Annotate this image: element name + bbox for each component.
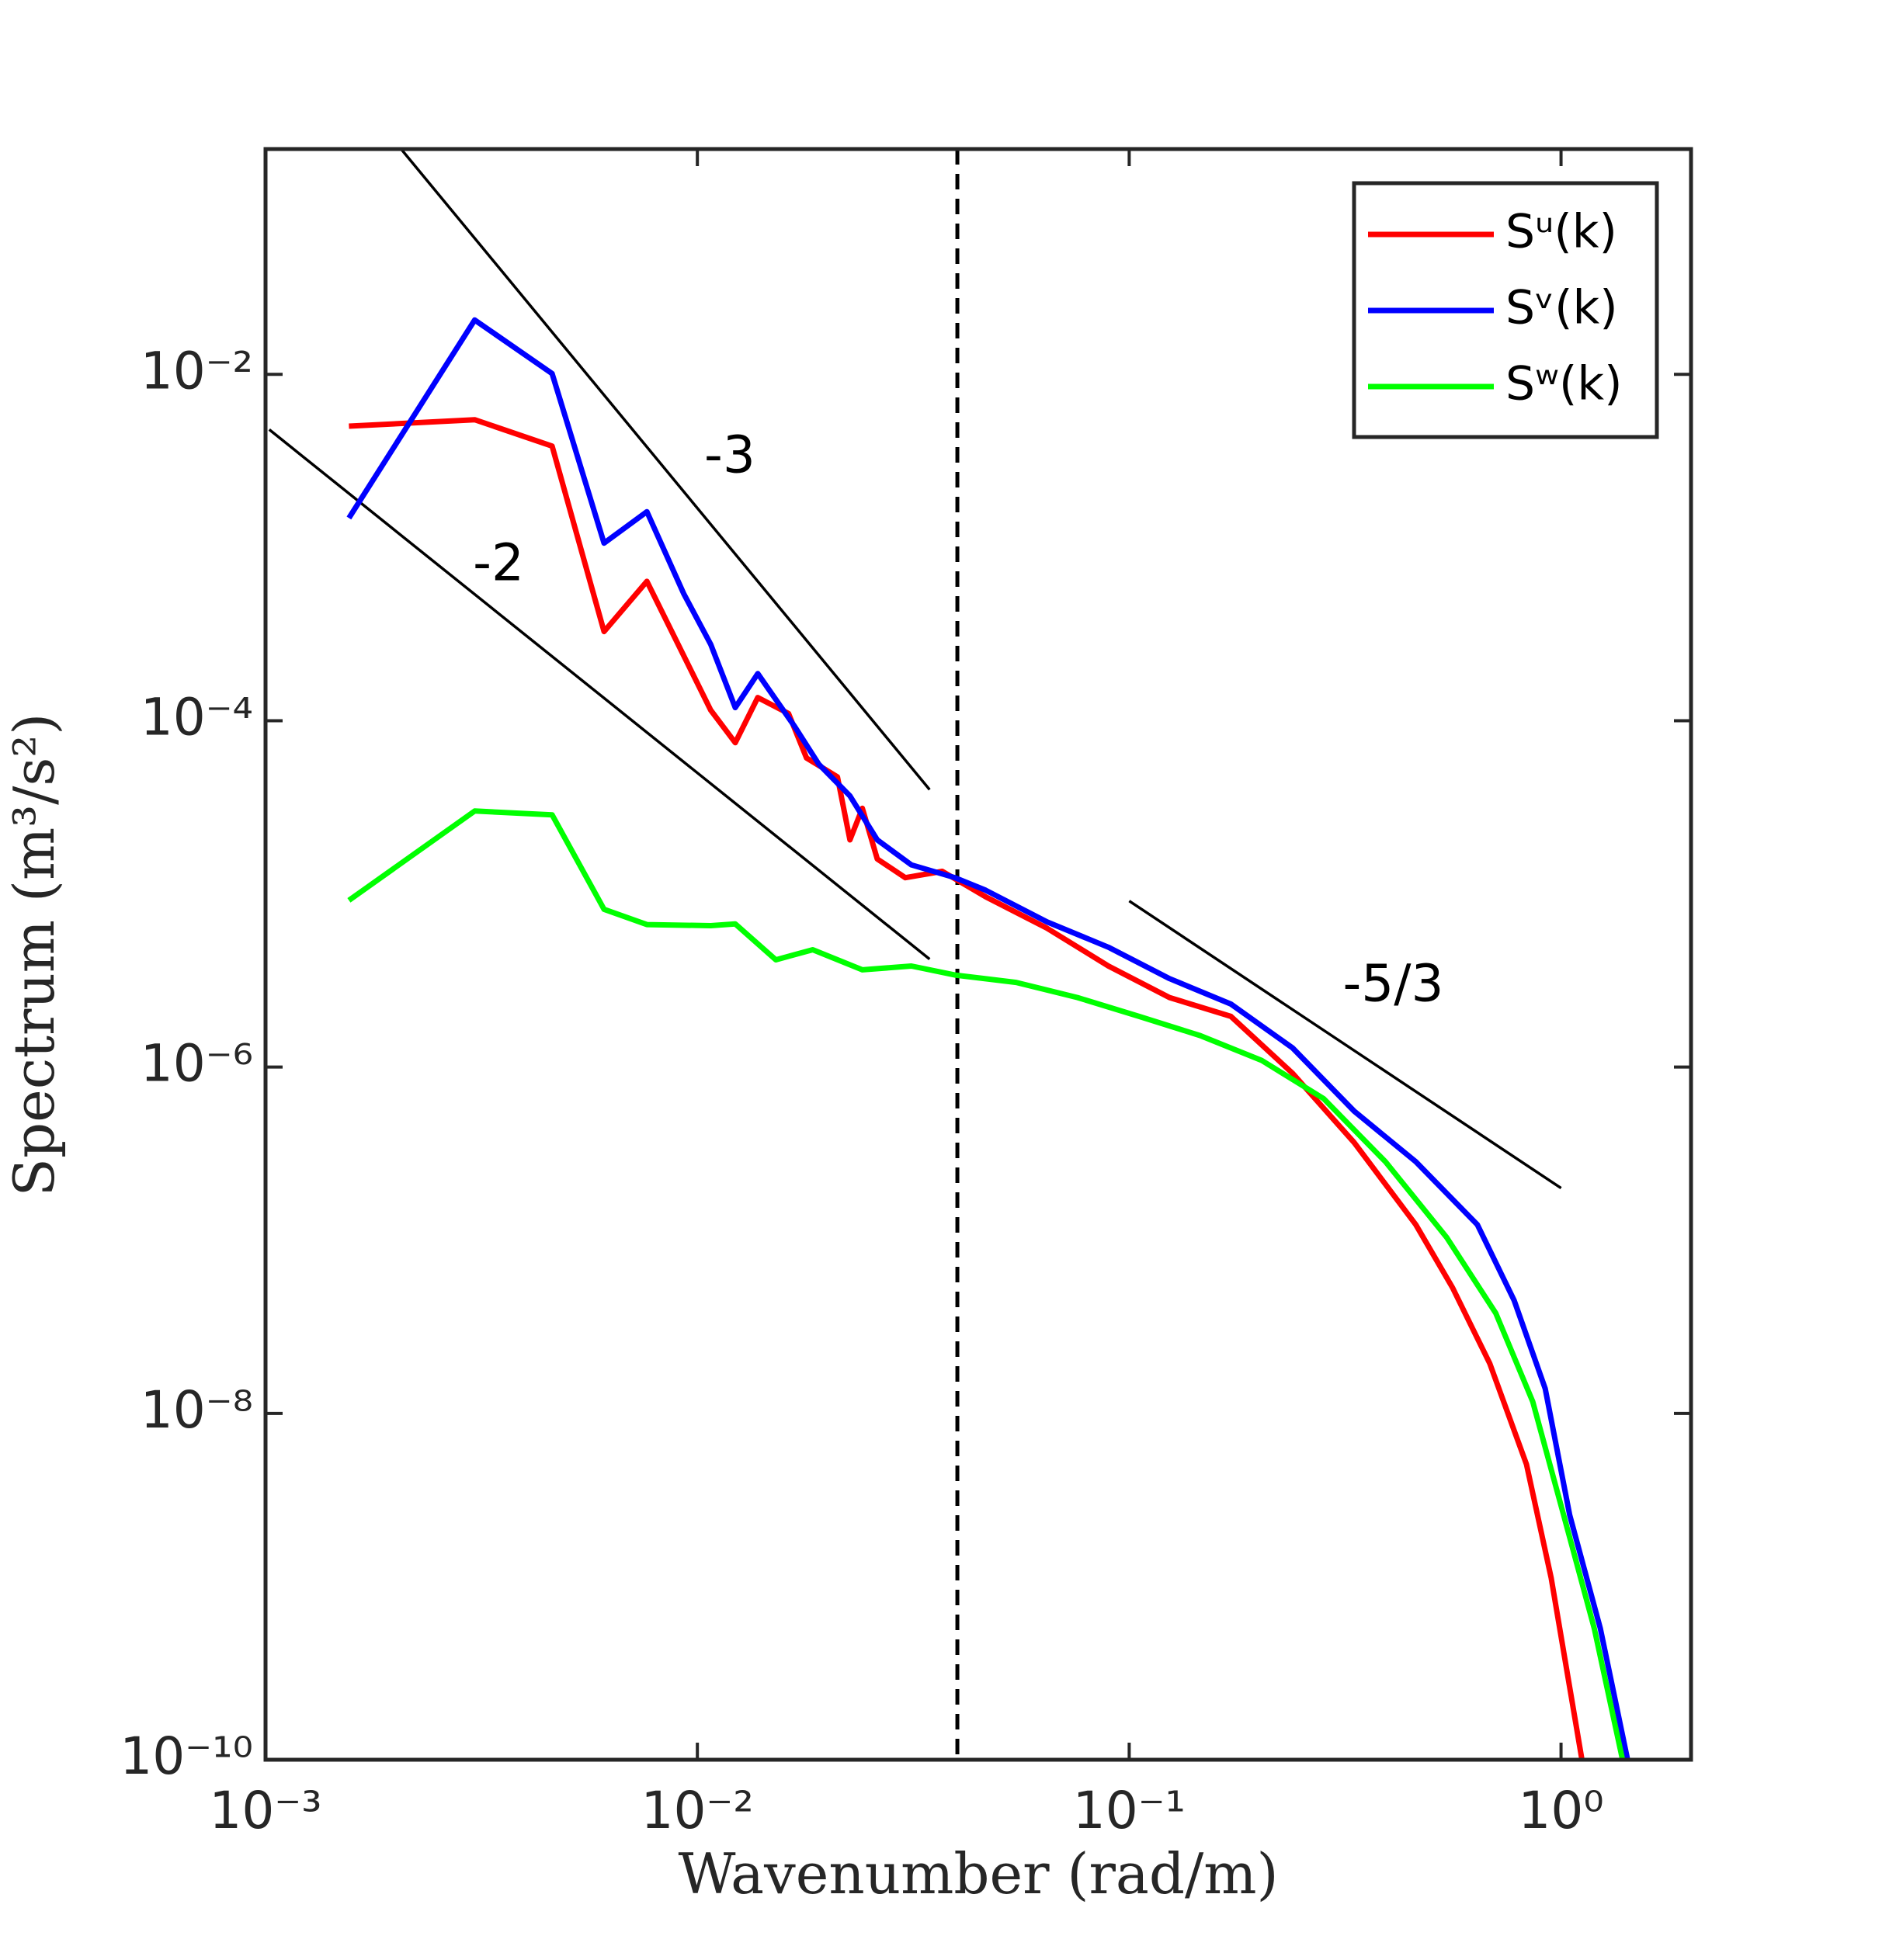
slope-label: -3 xyxy=(704,425,755,485)
plot-frame xyxy=(263,147,1693,1762)
slope-line xyxy=(1128,900,1562,1190)
x-tick-label: 10⁻¹ xyxy=(1073,1781,1186,1840)
y-tick-label: 10⁻¹⁰ xyxy=(120,1726,253,1786)
y-tick-label: 10⁻⁸ xyxy=(141,1380,253,1440)
y-tick-label: 10⁻² xyxy=(141,341,253,401)
x-tick-label: 10⁰ xyxy=(1518,1781,1603,1840)
slope-label: -2 xyxy=(473,533,524,593)
x-axis-label: Wavenumber (rad/m) xyxy=(678,1841,1278,1906)
legend-label: Sᵛ(k) xyxy=(1505,281,1618,335)
slope-line xyxy=(268,428,931,960)
x-tick-label: 10⁻³ xyxy=(209,1781,321,1840)
slope-label: -5/3 xyxy=(1342,954,1443,1014)
y-axis-label: Spectrum (m³/s²) xyxy=(2,713,67,1197)
y-tick-label: 10⁻⁶ xyxy=(141,1034,253,1094)
series-line xyxy=(346,317,1630,1760)
series-line xyxy=(347,808,1626,1760)
legend-label: Sᵘ(k) xyxy=(1505,205,1617,259)
legend-label: Sʷ(k) xyxy=(1505,357,1623,411)
series-line xyxy=(349,417,1585,1760)
x-tick-label: 10⁻² xyxy=(641,1781,754,1840)
slope-line xyxy=(400,149,931,791)
y-tick-label: 10⁻⁴ xyxy=(141,688,253,748)
